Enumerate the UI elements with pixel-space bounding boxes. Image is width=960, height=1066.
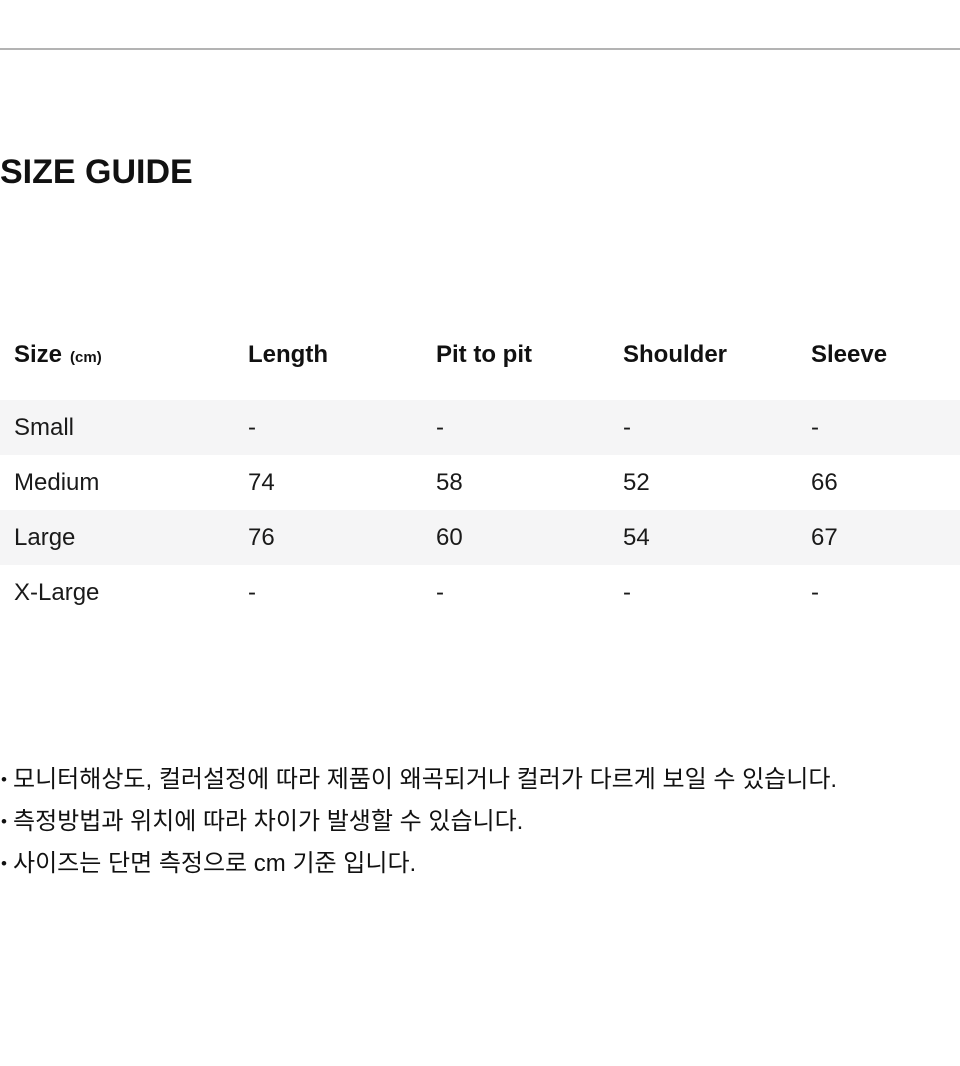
table-header: Size (cm) Length Pit to pit Shoulder Slee… [0, 320, 960, 400]
notes-list: • 모니터해상도, 컬러설정에 따라 제품이 왜곡되거나 컬러가 다르게 보일 … [0, 762, 958, 881]
cell-length: - [248, 578, 256, 606]
note-item-unit: • 사이즈는 단면 측정으로 cm 기준 입니다. [0, 846, 958, 881]
cell-sleeve: 67 [811, 523, 838, 551]
size-guide-table: Size (cm) Length Pit to pit Shoulder Slee… [0, 320, 960, 620]
cell-shoulder: - [623, 413, 631, 441]
table-row-xlarge: X-Large - - - - [0, 565, 960, 620]
cell-shoulder: 52 [623, 468, 650, 496]
column-header-length: Length [248, 340, 328, 368]
cell-length: 76 [248, 523, 275, 551]
cell-pit-to-pit: - [436, 578, 444, 606]
bullet-icon: • [1, 770, 7, 789]
cell-sleeve: - [811, 578, 819, 606]
cell-pit-to-pit: 58 [436, 468, 463, 496]
table-row-small: Small - - - - [0, 400, 960, 455]
note-item-measurement: • 측정방법과 위치에 따라 차이가 발생할 수 있습니다. [0, 804, 958, 839]
bullet-icon: • [1, 812, 7, 831]
table-header-row: Size (cm) Length Pit to pit Shoulder Slee… [0, 320, 960, 400]
cell-shoulder: 54 [623, 523, 650, 551]
column-header-size: Size (cm) [0, 320, 234, 400]
row-label: X-Large [14, 578, 100, 606]
column-header-size-label: Size [14, 340, 63, 368]
note-item-monitor: • 모니터해상도, 컬러설정에 따라 제품이 왜곡되거나 컬러가 다르게 보일 … [0, 762, 958, 797]
cell-sleeve: 66 [811, 468, 838, 496]
table-row-medium: Medium 74 58 52 66 [0, 455, 960, 510]
top-divider [0, 48, 960, 50]
cell-length: 74 [248, 468, 275, 496]
column-header-pit-to-pit: Pit to pit [436, 340, 532, 368]
cell-sleeve: - [811, 413, 819, 441]
row-label: Medium [14, 468, 100, 496]
page-title: SIZE GUIDE [0, 152, 193, 191]
cell-pit-to-pit: 60 [436, 523, 463, 551]
table-row-large: Large 76 60 54 67 [0, 510, 960, 565]
cell-length: - [248, 413, 256, 441]
row-label: Large [14, 523, 76, 551]
row-label: Small [14, 413, 75, 441]
column-header-shoulder: Shoulder [623, 340, 728, 368]
note-text: 사이즈는 단면 측정으로 cm 기준 입니다. [13, 850, 417, 877]
cell-shoulder: - [623, 578, 631, 606]
note-text: 측정방법과 위치에 따라 차이가 발생할 수 있습니다. [13, 808, 524, 835]
unit-label: (cm) [70, 348, 102, 366]
note-text: 모니터해상도, 컬러설정에 따라 제품이 왜곡되거나 컬러가 다르게 보일 수 … [13, 766, 838, 793]
column-header-sleeve: Sleeve [811, 340, 888, 368]
bullet-icon: • [1, 854, 7, 873]
cell-pit-to-pit: - [436, 413, 444, 441]
